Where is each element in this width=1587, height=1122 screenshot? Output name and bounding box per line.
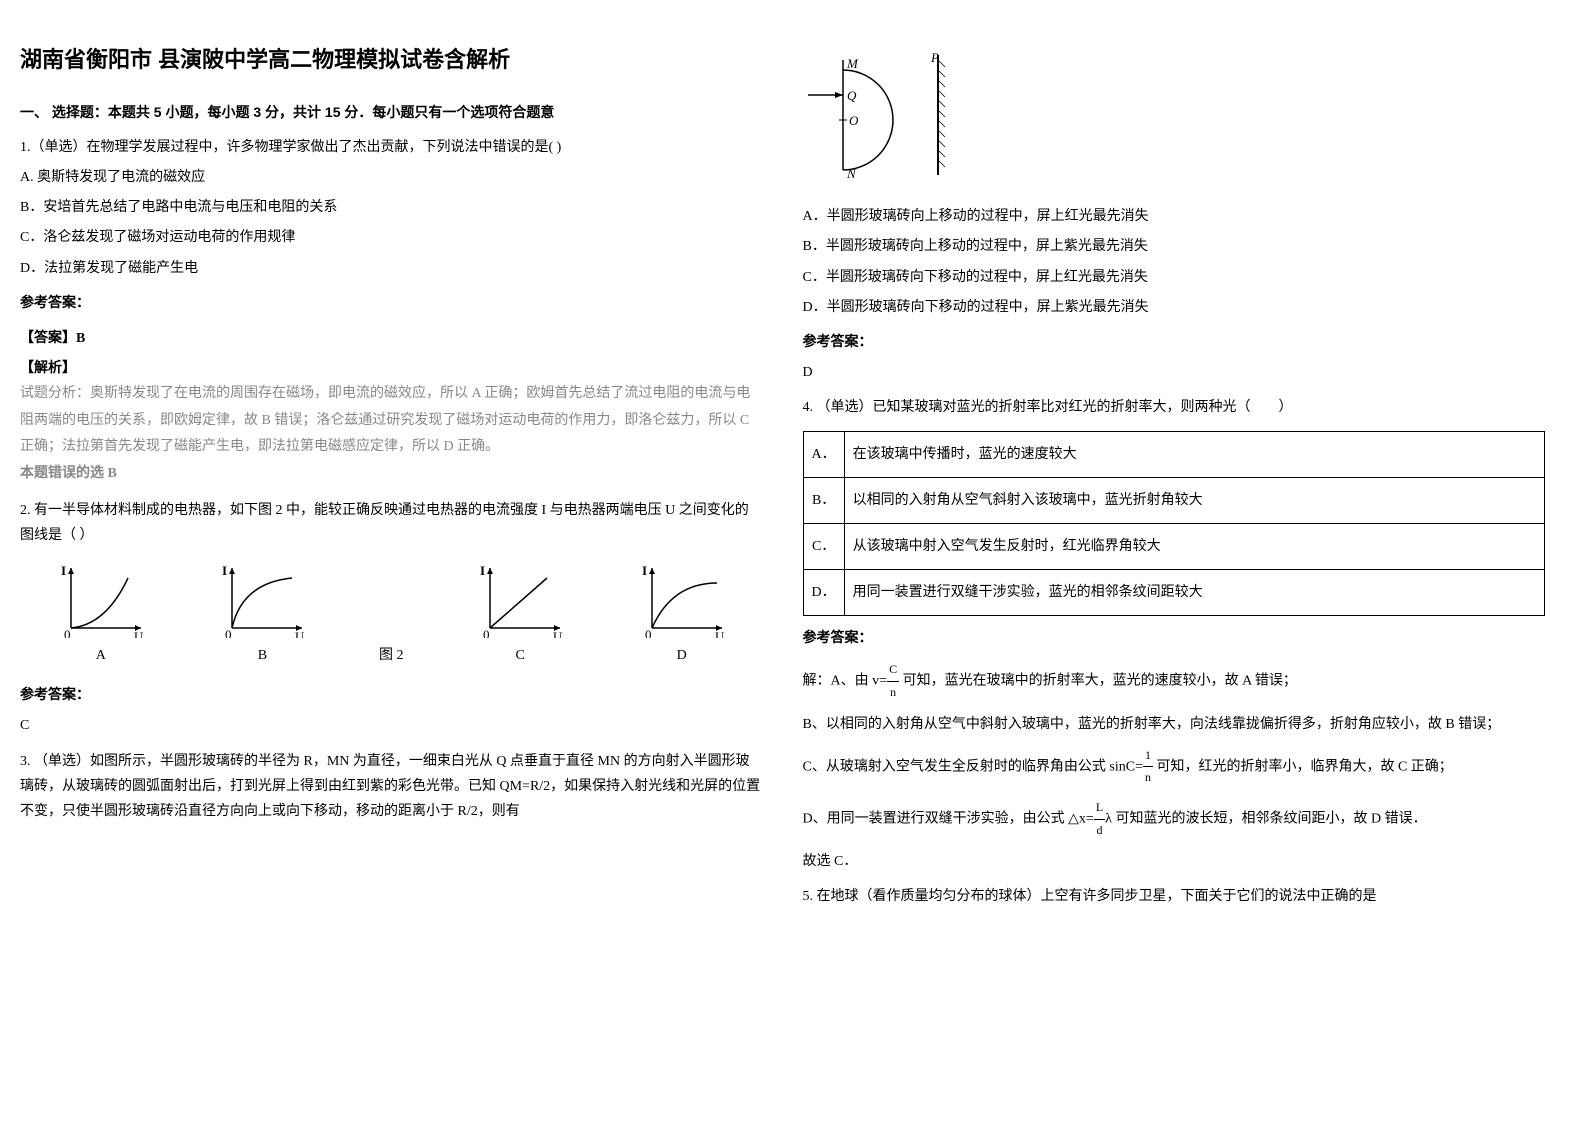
q4-b-text: 以相同的入射角从空气斜射入该玻璃中，蓝光折射角较大 [844, 477, 1544, 523]
svg-text:U: U [295, 629, 305, 638]
graph-a-label: A [56, 643, 146, 668]
q4-exp-d: D、用同一装置进行双缝干涉实验，由公式 △x=Ldλ 可知蓝光的波长短，相邻条纹… [803, 797, 1546, 841]
q3-diagram: M Q O N P [803, 50, 1546, 189]
q4-final: 故选 C． [803, 849, 1546, 874]
q4-expA-pre: 解：A、由 [803, 674, 869, 689]
graph-a: I U 0 A [56, 563, 146, 668]
q4-expD-pre: D、用同一装置进行双缝干涉实验，由公式 [803, 811, 1065, 826]
q4-option-table: A． 在该玻璃中传播时，蓝光的速度较大 B． 以相同的入射角从空气斜射入该玻璃中… [803, 431, 1546, 617]
svg-text:I: I [61, 563, 66, 578]
q2-answer-label: 参考答案： [20, 683, 763, 708]
q2-answer: C [20, 713, 763, 738]
q4-c-label: C． [803, 523, 844, 569]
q1-option-a: A. 奥斯特发现了电流的磁效应 [20, 165, 763, 190]
q4-stem: 4. （单选）已知某玻璃对蓝光的折射率比对红光的折射率大，则两种光（ ） [803, 395, 1546, 420]
graph-d-label: D [637, 643, 727, 668]
q4-a-text: 在该玻璃中传播时，蓝光的速度较大 [844, 431, 1544, 477]
graph-d-svg: I U 0 [637, 563, 727, 638]
q3-option-b: B．半圆形玻璃砖向上移动的过程中，屏上紫光最先消失 [803, 234, 1546, 259]
q3-option-a: A．半圆形玻璃砖向上移动的过程中，屏上红光最先消失 [803, 204, 1546, 229]
q4-row-b: B． 以相同的入射角从空气斜射入该玻璃中，蓝光折射角较大 [803, 477, 1545, 523]
q4-a-label: A． [803, 431, 844, 477]
q4-c-text: 从该玻璃中射入空气发生反射时，红光临界角较大 [844, 523, 1544, 569]
q3-diagram-svg: M Q O N P [803, 50, 963, 180]
q4-d-label: D． [803, 570, 844, 616]
section-heading: 一、 选择题：本题共 5 小题，每小题 3 分，共计 15 分．每小题只有一个选… [20, 100, 763, 125]
graph-a-svg: I U 0 [56, 563, 146, 638]
graph-b: I U 0 B [217, 563, 307, 668]
q1-analysis-label: 【解析】 [20, 356, 763, 381]
q1-option-c: C．洛仑兹发现了磁场对运动电荷的作用规律 [20, 225, 763, 250]
question-2: 2. 有一半导体材料制成的电热器，如下图 2 中，能较正确反映通过电热器的电流强… [20, 498, 763, 739]
question-5: 5. 在地球（看作质量均匀分布的球体）上空有许多同步卫星，下面关于它们的说法中正… [803, 884, 1546, 909]
q1-answer: 【答案】B [20, 326, 763, 351]
q4-d-text: 用同一装置进行双缝干涉实验，蓝光的相邻条纹间距较大 [844, 570, 1544, 616]
q4-row-d: D． 用同一装置进行双缝干涉实验，蓝光的相邻条纹间距较大 [803, 570, 1545, 616]
q4-exp-b: B、以相同的入射角从空气中斜射入玻璃中，蓝光的折射率大，向法线靠拢偏折得多，折射… [803, 712, 1546, 737]
q1-analysis-end: 本题错误的选 B [20, 461, 763, 488]
svg-text:0: 0 [483, 627, 490, 638]
formula-sinc: sinC=1n [1109, 745, 1153, 789]
q4-b-label: B． [803, 477, 844, 523]
q4-expC-post: 可知，红光的折射率小，临界角大，故 C 正确； [1156, 759, 1452, 774]
question-3: 3. （单选）如图所示，半圆形玻璃砖的半径为 R，MN 为直径，一细束白光从 Q… [20, 749, 763, 825]
q4-exp-a: 解：A、由 v=Cn 可知，蓝光在玻璃中的折射率大，蓝光的速度较小，故 A 错误… [803, 659, 1546, 703]
svg-text:Q: Q [847, 88, 857, 103]
graph-c: I U 0 C [475, 563, 565, 668]
svg-text:U: U [553, 629, 563, 638]
svg-text:0: 0 [645, 627, 652, 638]
svg-text:I: I [642, 563, 647, 578]
q4-row-c: C． 从该玻璃中射入空气发生反射时，红光临界角较大 [803, 523, 1545, 569]
question-4: 4. （单选）已知某玻璃对蓝光的折射率比对红光的折射率大，则两种光（ ） A． … [803, 395, 1546, 874]
graph-c-svg: I U 0 [475, 563, 565, 638]
q3-answer-label: 参考答案： [803, 330, 1546, 355]
svg-text:U: U [134, 629, 144, 638]
svg-text:O: O [849, 113, 859, 128]
q4-expC-pre: C、从玻璃射入空气发生全反射时的临界角由公式 [803, 759, 1106, 774]
graph-b-svg: I U 0 [217, 563, 307, 638]
page-title: 湖南省衡阳市 县演陂中学高二物理模拟试卷含解析 [20, 40, 763, 80]
graph-center: 图 2 [379, 638, 404, 668]
svg-text:0: 0 [225, 627, 232, 638]
q2-stem: 2. 有一半导体材料制成的电热器，如下图 2 中，能较正确反映通过电热器的电流强… [20, 498, 763, 548]
svg-text:0: 0 [64, 627, 71, 638]
q3-option-d: D．半圆形玻璃砖向下移动的过程中，屏上紫光最先消失 [803, 295, 1546, 320]
q4-expA-post: 可知，蓝光在玻璃中的折射率大，蓝光的速度较小，故 A 错误； [903, 674, 1297, 689]
svg-text:U: U [715, 629, 725, 638]
svg-text:M: M [846, 56, 859, 71]
q1-option-b: B．安培首先总结了电路中电流与电压和电阻的关系 [20, 195, 763, 220]
q3-option-c: C．半圆形玻璃砖向下移动的过程中，屏上红光最先消失 [803, 265, 1546, 290]
formula-v-cn: v=Cn [872, 659, 899, 703]
q4-row-a: A． 在该玻璃中传播时，蓝光的速度较大 [803, 431, 1545, 477]
q4-answer-label: 参考答案： [803, 626, 1546, 651]
q4-expD-post: 可知蓝光的波长短，相邻条纹间距小，故 D 错误． [1115, 811, 1426, 826]
graph-c-label: C [475, 643, 565, 668]
q3-stem: 3. （单选）如图所示，半圆形玻璃砖的半径为 R，MN 为直径，一细束白光从 Q… [20, 749, 763, 825]
graph-b-label: B [217, 643, 307, 668]
q1-answer-label: 参考答案： [20, 291, 763, 316]
svg-text:I: I [222, 563, 227, 578]
formula-dx: △x=Ldλ [1068, 797, 1112, 841]
q3-answer: D [803, 360, 1546, 385]
q5-stem: 5. 在地球（看作质量均匀分布的球体）上空有许多同步卫星，下面关于它们的说法中正… [803, 884, 1546, 909]
svg-text:I: I [480, 563, 485, 578]
q2-graphs: I U 0 A I U 0 B [20, 563, 763, 668]
q1-analysis: 试题分析：奥斯特发现了在电流的周围存在磁场，即电流的磁效应，所以 A 正确；欧姆… [20, 381, 763, 461]
graph-center-label: 图 2 [379, 643, 404, 668]
q1-stem: 1.（单选）在物理学发展过程中，许多物理学家做出了杰出贡献，下列说法中错误的是(… [20, 135, 763, 160]
graph-d: I U 0 D [637, 563, 727, 668]
q1-option-d: D．法拉第发现了磁能产生电 [20, 256, 763, 281]
question-1: 1.（单选）在物理学发展过程中，许多物理学家做出了杰出贡献，下列说法中错误的是(… [20, 135, 763, 488]
svg-text:N: N [846, 166, 857, 180]
svg-text:P: P [930, 50, 939, 65]
q4-exp-c: C、从玻璃射入空气发生全反射时的临界角由公式 sinC=1n 可知，红光的折射率… [803, 745, 1546, 789]
